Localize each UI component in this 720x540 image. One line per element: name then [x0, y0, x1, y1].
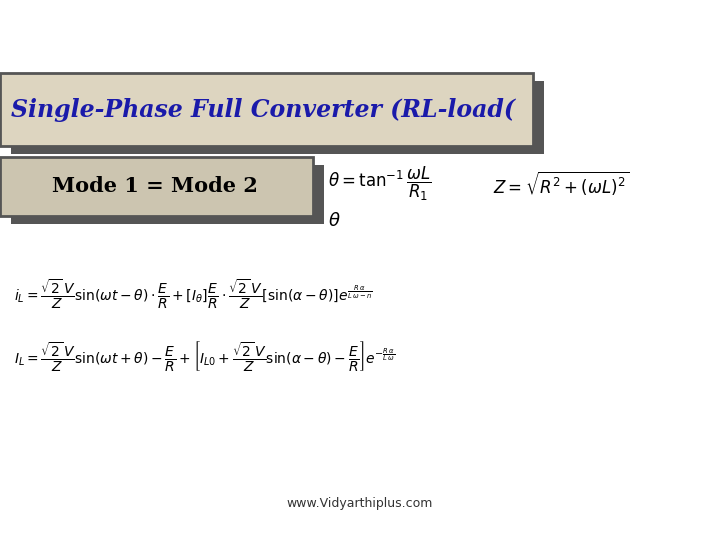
- Text: Mode 1 = Mode 2: Mode 1 = Mode 2: [52, 176, 258, 197]
- FancyBboxPatch shape: [0, 157, 313, 216]
- Text: $Z = \sqrt{R^2+(\omega L)^2}$: $Z = \sqrt{R^2+(\omega L)^2}$: [493, 170, 629, 198]
- Text: Single-Phase Full Converter (RL-load(: Single-Phase Full Converter (RL-load(: [11, 98, 515, 122]
- FancyBboxPatch shape: [0, 73, 533, 146]
- Text: $i_L = \dfrac{\sqrt{2}\,V}{Z}\sin(\omega t - \theta)\cdot\dfrac{E}{R}+\left[I_\t: $i_L = \dfrac{\sqrt{2}\,V}{Z}\sin(\omega…: [14, 278, 373, 311]
- FancyBboxPatch shape: [11, 165, 324, 224]
- Text: $\theta = \tan^{-1}\dfrac{\omega L}{R_1}$: $\theta = \tan^{-1}\dfrac{\omega L}{R_1}…: [328, 165, 431, 202]
- Text: $\theta$: $\theta$: [328, 212, 341, 231]
- Text: www.Vidyarthiplus.com: www.Vidyarthiplus.com: [287, 497, 433, 510]
- FancyBboxPatch shape: [11, 81, 544, 154]
- Text: $I_L = \dfrac{\sqrt{2}\,V}{Z}\sin(\omega t+\theta)-\dfrac{E}{R}+\left[I_{L0}+\df: $I_L = \dfrac{\sqrt{2}\,V}{Z}\sin(\omega…: [14, 340, 396, 373]
